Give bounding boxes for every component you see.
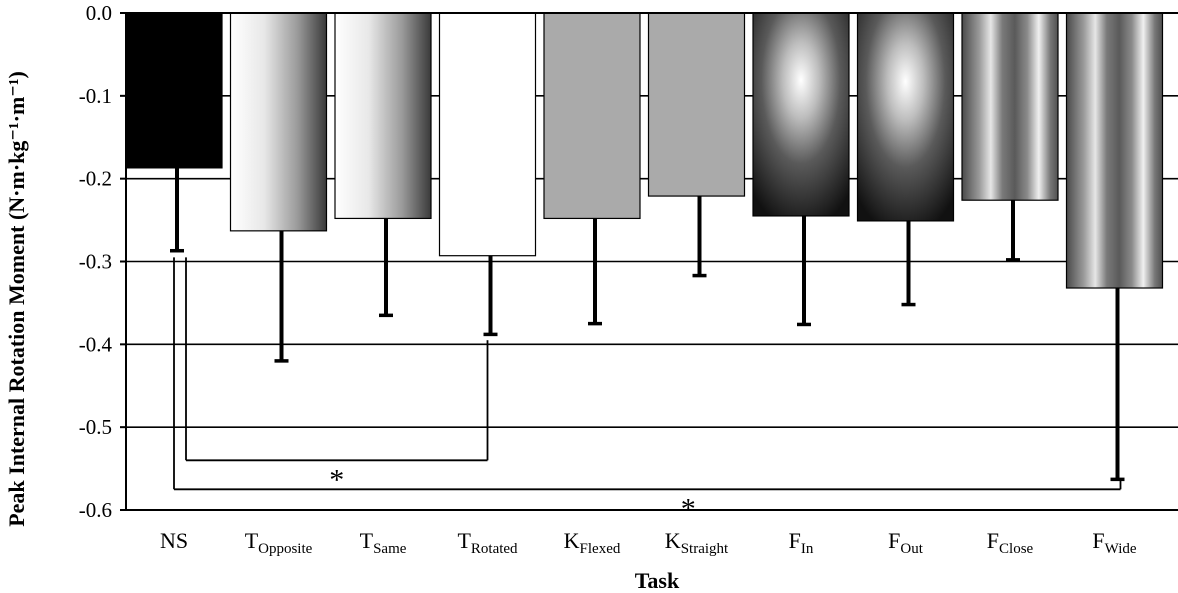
y-tick-label: -0.6 bbox=[79, 498, 112, 522]
y-tick-label: 0.0 bbox=[86, 1, 112, 25]
y-tick-label: -0.2 bbox=[79, 167, 112, 191]
x-tick-label: FWide bbox=[1092, 528, 1136, 557]
error-bars bbox=[170, 167, 1125, 482]
bar bbox=[856, 12, 955, 222]
significance-star: * bbox=[329, 463, 344, 496]
axes bbox=[120, 12, 1178, 511]
x-tick-label: FClose bbox=[987, 528, 1034, 557]
bar bbox=[752, 12, 850, 217]
y-tick-label: -0.3 bbox=[79, 250, 112, 274]
x-tick-label: NS bbox=[160, 528, 188, 553]
bar bbox=[125, 12, 223, 169]
x-tick-label: TRotated bbox=[457, 528, 518, 557]
labels: 0.0 -0.1 -0.2 -0.3 -0.4 -0.5 -0.6 NS TOpposite TS… bbox=[79, 1, 1137, 557]
x-tick-label: FOut bbox=[888, 528, 924, 557]
significance-star: * bbox=[681, 492, 696, 525]
x-tick-label: KStraight bbox=[665, 528, 729, 557]
x-tick-label: TSame bbox=[360, 528, 407, 557]
bar bbox=[334, 12, 432, 220]
x-tick-label: TOpposite bbox=[245, 528, 313, 557]
x-axis-title: Task bbox=[635, 568, 680, 593]
x-tick-label: KFlexed bbox=[564, 528, 621, 557]
bar bbox=[961, 12, 1059, 201]
x-tick-label: FIn bbox=[789, 528, 814, 557]
bar bbox=[1065, 12, 1164, 289]
y-axis-title: Peak Internal Rotation Moment (N·m·kg⁻¹·… bbox=[4, 71, 29, 527]
y-tick-label: -0.1 bbox=[79, 84, 112, 108]
y-tick-label: -0.4 bbox=[79, 332, 113, 356]
bar bbox=[647, 12, 746, 197]
bar bbox=[229, 12, 328, 232]
significance-brackets: ** bbox=[173, 257, 1122, 525]
bar bbox=[543, 12, 641, 220]
bar bbox=[438, 12, 537, 257]
y-tick-label: -0.5 bbox=[79, 415, 112, 439]
